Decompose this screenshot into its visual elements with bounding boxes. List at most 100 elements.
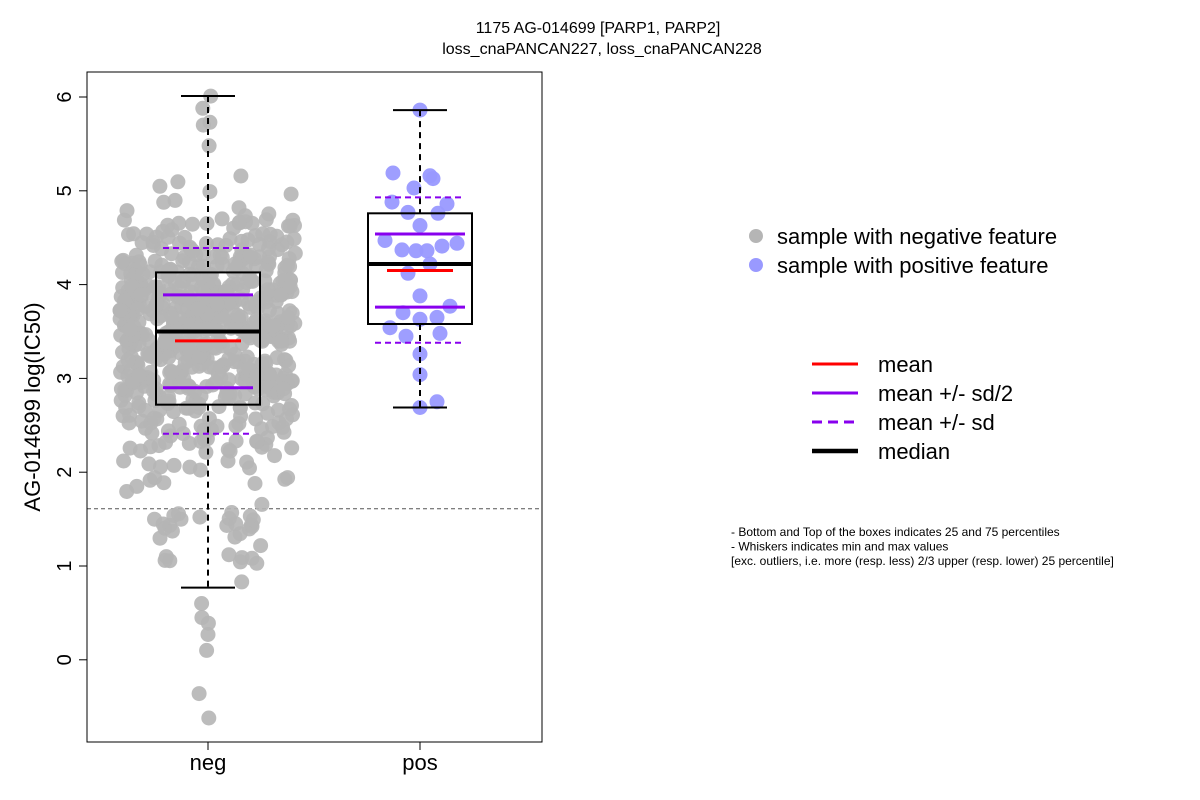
legend-points: sample with negative feature sample with … xyxy=(749,224,1057,278)
data-point-neg xyxy=(232,554,248,570)
data-point-neg xyxy=(260,405,276,421)
data-point-neg xyxy=(148,229,164,245)
data-point-neg xyxy=(195,284,211,300)
data-point-neg xyxy=(119,203,135,219)
data-point-neg xyxy=(199,642,215,658)
data-point-pos xyxy=(425,171,441,187)
data-point-neg xyxy=(147,511,162,527)
data-point-neg xyxy=(193,388,209,404)
chart-title-line2: loss_cnaPANCAN227, loss_cnaPANCAN228 xyxy=(442,41,762,58)
data-point-neg xyxy=(118,400,134,416)
x-category-label: pos xyxy=(402,750,437,775)
data-point-neg xyxy=(185,216,200,232)
data-point-pos xyxy=(385,165,401,181)
data-point-pos xyxy=(382,320,398,336)
data-point-neg xyxy=(234,233,250,249)
notes-block: - Bottom and Top of the boxes indicates … xyxy=(731,525,1114,568)
legend-line-label: mean xyxy=(878,352,933,377)
data-point-neg xyxy=(177,355,193,371)
data-point-neg xyxy=(156,194,172,210)
data-point-neg xyxy=(194,596,210,611)
data-point-neg xyxy=(282,279,298,294)
data-point-neg xyxy=(180,400,196,416)
data-point-neg xyxy=(152,178,168,194)
data-point-neg xyxy=(133,443,148,459)
data-point-neg xyxy=(131,395,147,411)
data-point-pos xyxy=(408,243,424,259)
data-point-pos xyxy=(429,394,445,410)
data-point-neg xyxy=(254,496,270,512)
data-point-neg xyxy=(129,478,145,494)
data-point-pos xyxy=(412,367,428,383)
data-point-neg xyxy=(253,538,269,554)
data-point-neg xyxy=(164,364,180,380)
data-point-neg xyxy=(138,327,154,343)
data-point-pos xyxy=(419,243,435,259)
data-point-neg xyxy=(231,214,247,230)
data-point-neg xyxy=(219,518,235,533)
data-point-neg xyxy=(276,424,292,440)
data-point-neg xyxy=(211,399,227,415)
data-point-pos xyxy=(412,346,428,362)
data-point-neg xyxy=(181,435,197,451)
data-point-neg xyxy=(182,459,198,475)
data-point-neg xyxy=(200,627,216,642)
data-point-neg xyxy=(281,358,297,374)
data-point-pos xyxy=(394,242,410,258)
data-point-neg xyxy=(201,138,217,154)
data-point-pos xyxy=(395,305,411,321)
data-point-neg xyxy=(113,381,129,397)
data-point-neg xyxy=(157,552,173,568)
data-point-neg xyxy=(274,333,290,349)
plot-frame xyxy=(86,71,543,743)
data-point-neg xyxy=(227,256,243,272)
note-line: - Whiskers indicates min and max values xyxy=(731,540,948,554)
data-point-neg xyxy=(185,243,201,259)
data-point-neg xyxy=(154,257,170,273)
y-tick-label: 4 xyxy=(54,279,76,290)
box-pos xyxy=(367,212,473,325)
data-point-neg xyxy=(202,359,217,375)
note-line: - Bottom and Top of the boxes indicates … xyxy=(731,525,1060,539)
data-point-neg xyxy=(233,168,249,184)
data-point-neg xyxy=(258,263,274,279)
data-point-neg xyxy=(218,238,234,253)
data-point-neg xyxy=(247,395,263,411)
data-point-neg xyxy=(276,381,292,397)
data-point-neg xyxy=(280,257,295,273)
data-point-neg xyxy=(249,368,265,384)
data-point-neg xyxy=(284,440,300,456)
data-point-pos xyxy=(432,325,448,341)
box-group-pos xyxy=(367,109,473,409)
data-point-neg xyxy=(157,335,173,350)
data-point-neg xyxy=(267,448,282,464)
y-tick-label: 6 xyxy=(54,91,76,102)
data-point-neg xyxy=(265,318,281,334)
data-point-neg xyxy=(239,349,255,365)
data-point-neg xyxy=(224,505,240,520)
data-point-neg xyxy=(153,459,168,475)
data-point-neg xyxy=(269,350,285,366)
data-point-neg xyxy=(283,186,299,202)
data-point-neg xyxy=(248,411,264,427)
plot-area: 0 1 2 3 4 5 6 neg pos xyxy=(54,71,543,775)
data-point-neg xyxy=(201,710,217,726)
data-point-pos xyxy=(398,328,414,344)
data-point-pos xyxy=(449,235,465,251)
data-point-neg xyxy=(219,386,234,402)
data-point-neg xyxy=(116,453,132,469)
data-point-neg xyxy=(287,245,303,261)
legend-line-label: mean +/- sd/2 xyxy=(878,381,1013,406)
legend-marker xyxy=(749,229,763,243)
data-point-neg xyxy=(164,310,180,325)
data-point-neg xyxy=(280,310,296,325)
data-point-neg xyxy=(177,229,193,245)
data-point-neg xyxy=(216,311,231,327)
data-point-neg xyxy=(257,353,273,369)
data-point-neg xyxy=(134,235,150,251)
legend-line-label: mean +/- sd xyxy=(878,410,995,435)
data-point-neg xyxy=(249,433,265,449)
data-point-neg xyxy=(281,218,296,234)
data-point-neg xyxy=(227,529,243,545)
